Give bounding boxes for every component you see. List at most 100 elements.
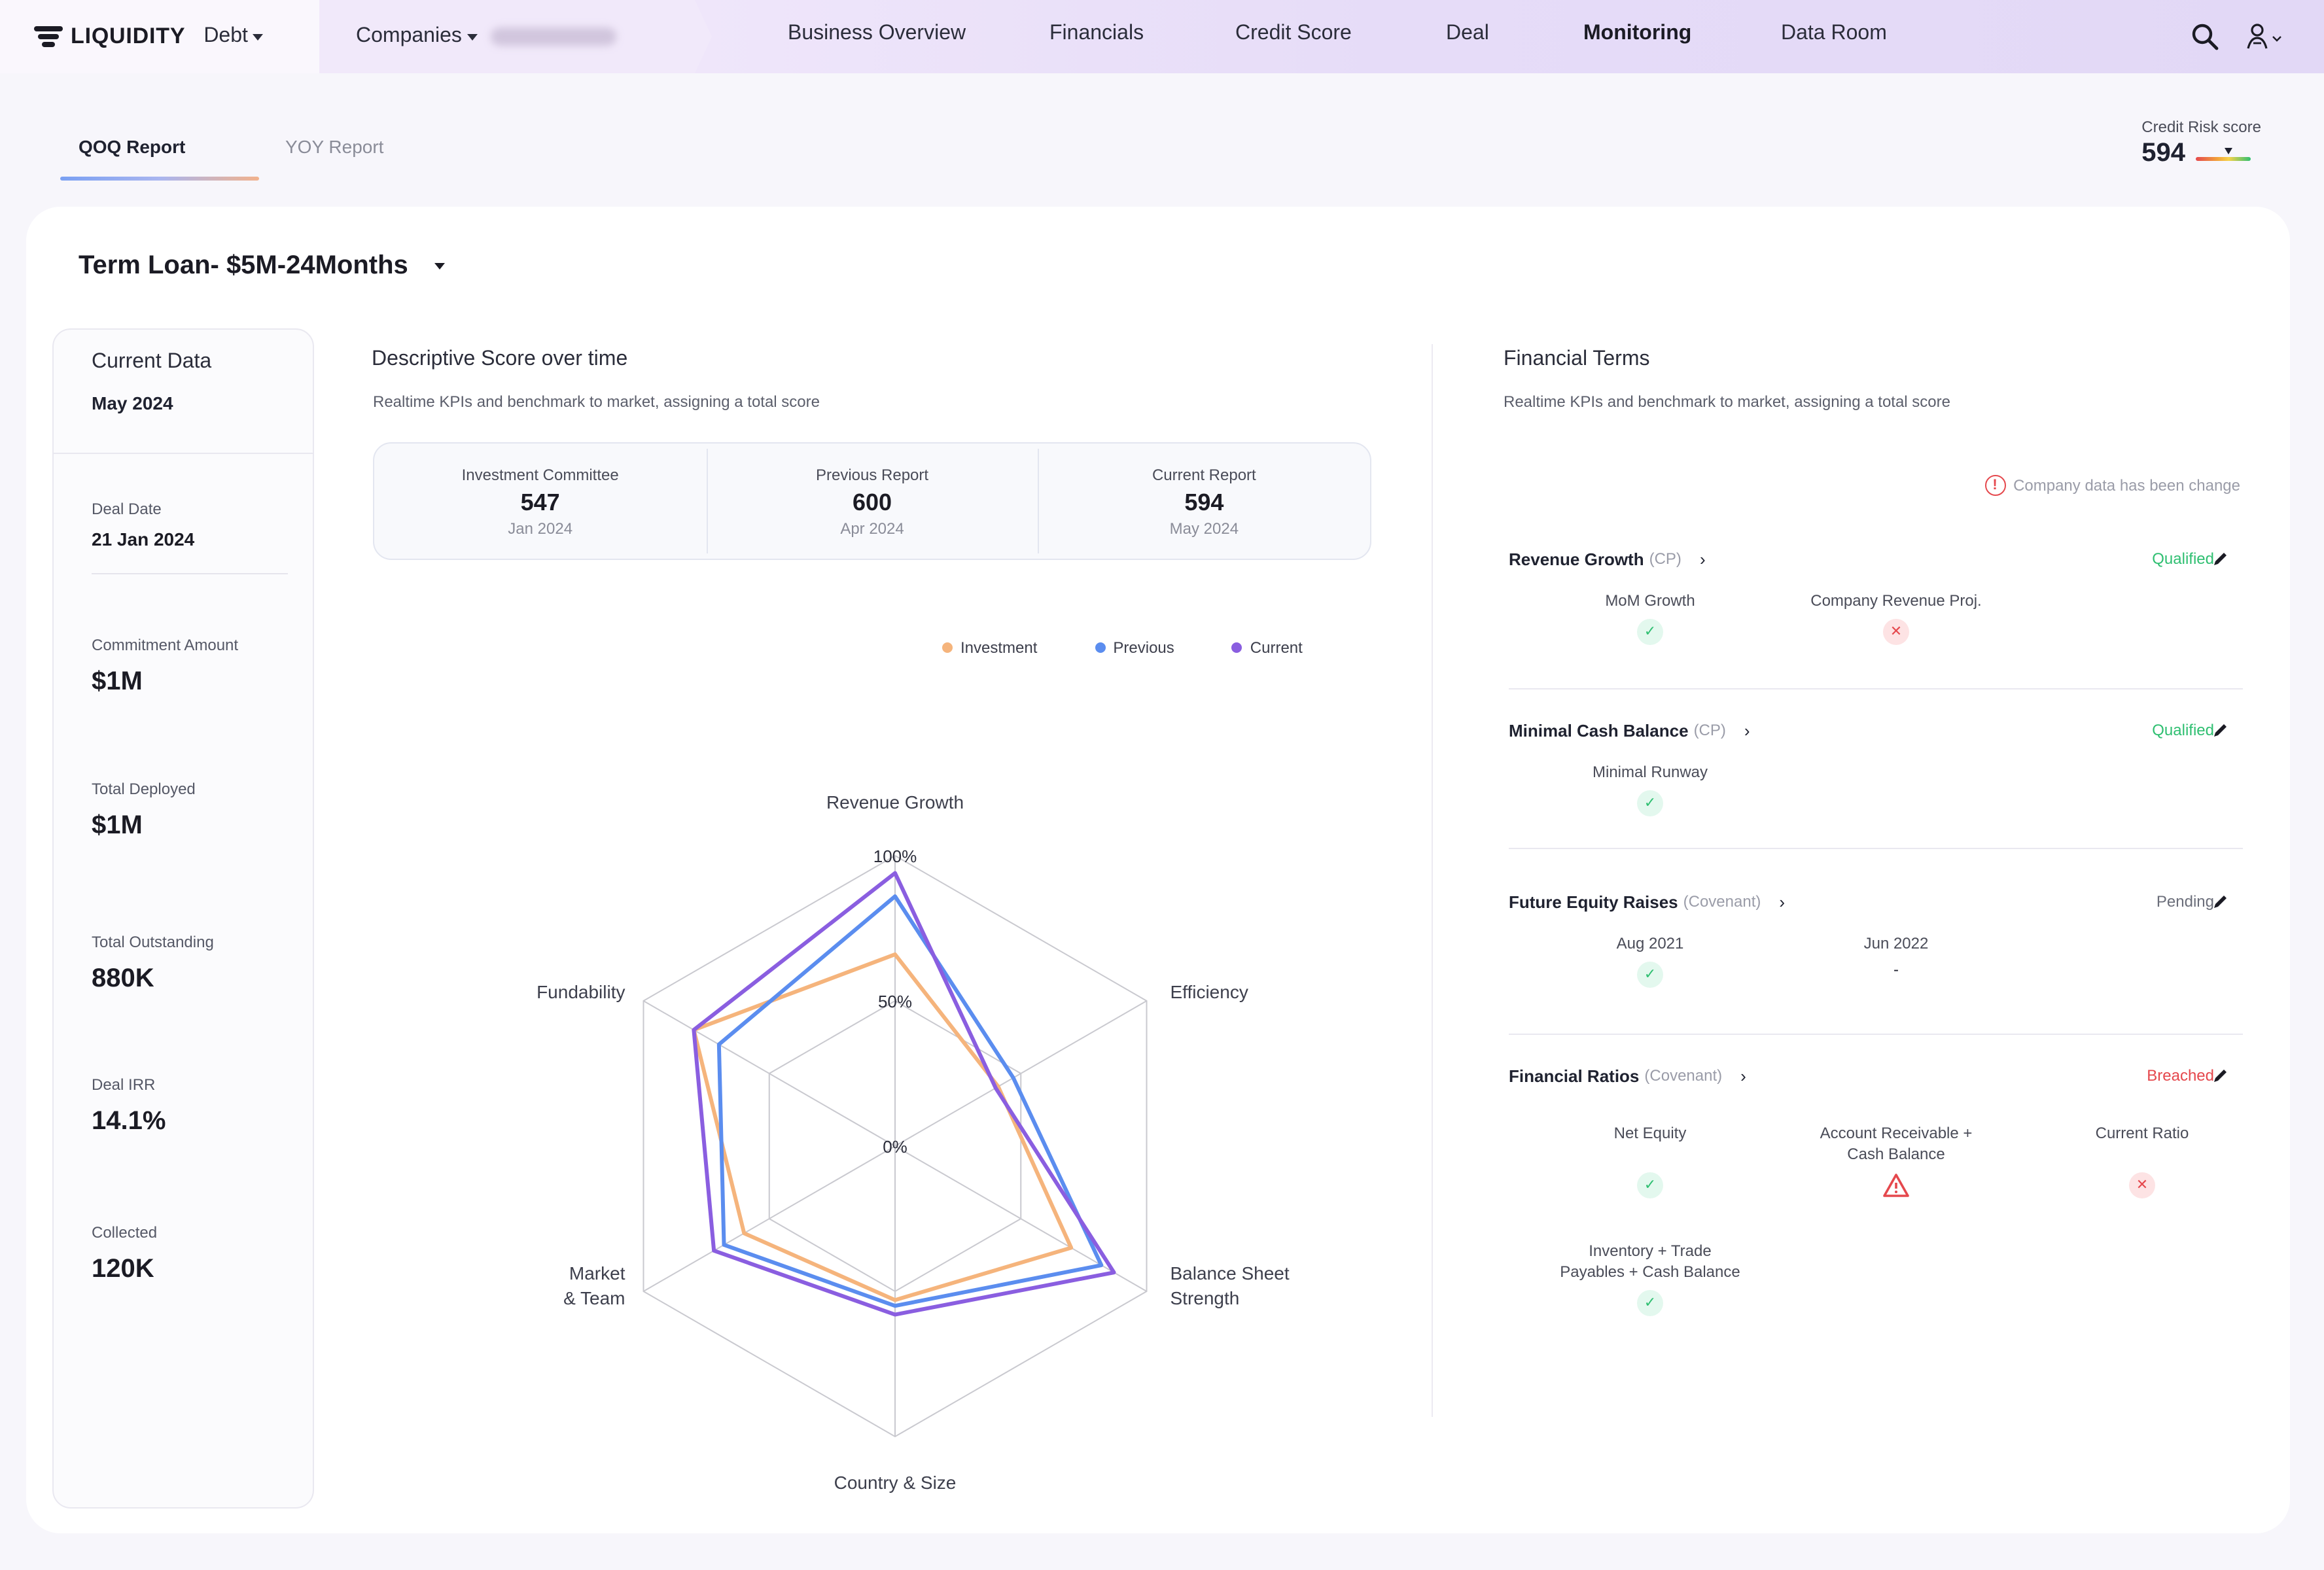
- alert-circle-icon: !: [1984, 475, 2006, 496]
- term-tag: (CP): [1649, 550, 1681, 568]
- companies-dropdown-label: Companies: [356, 25, 462, 47]
- radar-axis-label-line: Strength: [1171, 1288, 1240, 1308]
- term-tag: (Covenant): [1644, 1066, 1723, 1085]
- term-name[interactable]: Minimal Cash Balance: [1509, 720, 1689, 740]
- report-card: Term Loan- $5M-24Months Current Data May…: [26, 207, 2290, 1533]
- radar-axis-label-line: Fundability: [537, 982, 625, 1002]
- metric-value: -: [1893, 960, 1899, 979]
- radar-axis-label-line: Balance Sheet: [1171, 1263, 1290, 1283]
- score-date: May 2024: [1169, 519, 1239, 537]
- commitment-value: $1M: [92, 667, 143, 696]
- search-icon[interactable]: [2191, 22, 2219, 51]
- score-date: Apr 2024: [840, 519, 904, 537]
- top-nav-bar: LIQUIDITY Debt Companies Business Overvi…: [0, 0, 2324, 73]
- legend-dot-current: [1231, 642, 1242, 653]
- legend-dot-investment: [942, 642, 953, 653]
- chevron-right-icon[interactable]: ›: [1779, 892, 1786, 911]
- data-change-warning: ! Company data has been change: [1984, 475, 2240, 496]
- user-menu-icon[interactable]: [2245, 22, 2285, 51]
- nav-deal[interactable]: Deal: [1446, 22, 1489, 44]
- term-name[interactable]: Future Equity Raises: [1509, 892, 1678, 911]
- caret-down-icon: [467, 33, 478, 40]
- divider: [1509, 688, 2243, 689]
- term-status: Breached: [2147, 1066, 2214, 1085]
- risk-gauge-bar: [2196, 148, 2251, 161]
- radar-axis-label-line: Efficiency: [1171, 982, 1248, 1002]
- tab-yoy-report[interactable]: YOY Report: [285, 136, 384, 157]
- term-status: Pending: [2156, 892, 2214, 911]
- chevron-right-icon[interactable]: ›: [1740, 1066, 1746, 1085]
- edit-pencil-icon[interactable]: [2211, 1066, 2230, 1085]
- financial-terms-title: Financial Terms: [1504, 348, 1650, 370]
- score-current-report: Current Report 594 May 2024: [1038, 444, 1370, 559]
- nav-business-overview[interactable]: Business Overview: [788, 22, 966, 44]
- section-divider: [1432, 344, 1433, 1417]
- commitment-amount: Commitment Amount $1M: [92, 636, 238, 697]
- legend-item-current[interactable]: Current: [1231, 638, 1303, 657]
- term-name[interactable]: Revenue Growth: [1509, 549, 1644, 568]
- radar-spoke: [894, 1000, 1148, 1147]
- credit-risk-score: Credit Risk score 594: [2141, 118, 2261, 169]
- metric-current-ratio: Current Ratio ✕: [2018, 1123, 2266, 1198]
- radar-axis-label-line: Revenue Growth: [826, 792, 964, 812]
- loan-selector[interactable]: Term Loan- $5M-24Months: [79, 251, 445, 281]
- total-deployed: Total Deployed $1M: [92, 780, 196, 841]
- legend-item-investment[interactable]: Investment: [942, 638, 1037, 657]
- nav-actions: [2191, 0, 2285, 73]
- financial-terms-subtitle: Realtime KPIs and benchmark to market, a…: [1504, 392, 1950, 411]
- credit-risk-label: Credit Risk score: [2141, 118, 2261, 136]
- term-status: Qualified: [2152, 550, 2214, 568]
- deal-irr: Deal IRR 14.1%: [92, 1075, 166, 1137]
- chevron-right-icon[interactable]: ›: [1699, 549, 1706, 568]
- metric-label: Company Revenue Proj.: [1810, 591, 1982, 610]
- radar-ring-label: 100%: [873, 846, 917, 866]
- descriptive-score-subtitle: Realtime KPIs and benchmark to market, a…: [373, 392, 820, 411]
- score-value: 547: [520, 489, 560, 515]
- tab-qoq-report[interactable]: QOQ Report: [79, 136, 186, 157]
- logo[interactable]: LIQUIDITY: [34, 24, 185, 50]
- brand-name: LIQUIDITY: [71, 24, 186, 48]
- product-dropdown[interactable]: Debt: [203, 25, 264, 48]
- score-value: 594: [1184, 489, 1224, 515]
- caret-down-icon: [253, 33, 264, 40]
- radar-axis-label: Balance Sheet Strength: [1171, 1263, 1290, 1308]
- metric-label: Current Ratio: [2095, 1124, 2189, 1142]
- metric-mom-growth: MoM Growth ✓: [1526, 590, 1774, 645]
- term-name[interactable]: Financial Ratios: [1509, 1066, 1640, 1085]
- radar-axis-label: Market & Team: [563, 1263, 625, 1308]
- loan-title: Term Loan- $5M-24Months: [79, 251, 408, 280]
- metric-net-equity: Net Equity ✓: [1526, 1123, 1774, 1198]
- nav-financials[interactable]: Financials: [1049, 22, 1144, 44]
- metric-account-receivable-cash: Account Receivable + Cash Balance: [1805, 1123, 1988, 1202]
- current-data-date: May 2024: [92, 392, 173, 413]
- edit-pencil-icon[interactable]: [2211, 721, 2230, 739]
- radar-ring-label: 50%: [878, 992, 912, 1011]
- term-tag: (Covenant): [1683, 892, 1761, 911]
- outstanding-label: Total Outstanding: [92, 933, 214, 951]
- nav-credit-score[interactable]: Credit Score: [1235, 22, 1352, 44]
- metric-inventory-trade-payables-cash: Inventory + Trade Payables + Cash Balanc…: [1558, 1240, 1742, 1316]
- nav-data-room[interactable]: Data Room: [1781, 22, 1887, 44]
- chevron-right-icon[interactable]: ›: [1744, 720, 1750, 740]
- nav-monitoring[interactable]: Monitoring: [1583, 22, 1692, 44]
- edit-pencil-icon[interactable]: [2211, 550, 2230, 568]
- legend-item-previous[interactable]: Previous: [1095, 638, 1174, 657]
- divider: [1509, 1034, 2243, 1035]
- company-name-redacted: [490, 27, 616, 46]
- term-status: Qualified: [2152, 721, 2214, 739]
- legend-label: Investment: [960, 638, 1038, 657]
- legend-dot-previous: [1095, 642, 1106, 653]
- metric-jun-2022: Jun 2022 -: [1772, 933, 2020, 980]
- edit-pencil-icon[interactable]: [2211, 892, 2230, 911]
- radar-axis-label: Revenue Growth: [826, 792, 964, 812]
- metric-company-revenue-proj: Company Revenue Proj. ✕: [1772, 590, 2020, 645]
- score-value: 600: [852, 489, 892, 515]
- radar-spoke: [643, 1000, 896, 1147]
- score-summary: Investment Committee 547 Jan 2024 Previo…: [373, 442, 1371, 560]
- deal-date-value: 21 Jan 2024: [92, 529, 195, 550]
- metric-label: Jun 2022: [1863, 934, 1929, 952]
- cross-icon: ✕: [2129, 1172, 2155, 1198]
- companies-dropdown[interactable]: Companies: [356, 25, 478, 48]
- radar-axis-label: Efficiency: [1171, 982, 1248, 1002]
- term-future-equity-raises: Future Equity Raises (Covenant) › Pendin…: [1509, 888, 2243, 915]
